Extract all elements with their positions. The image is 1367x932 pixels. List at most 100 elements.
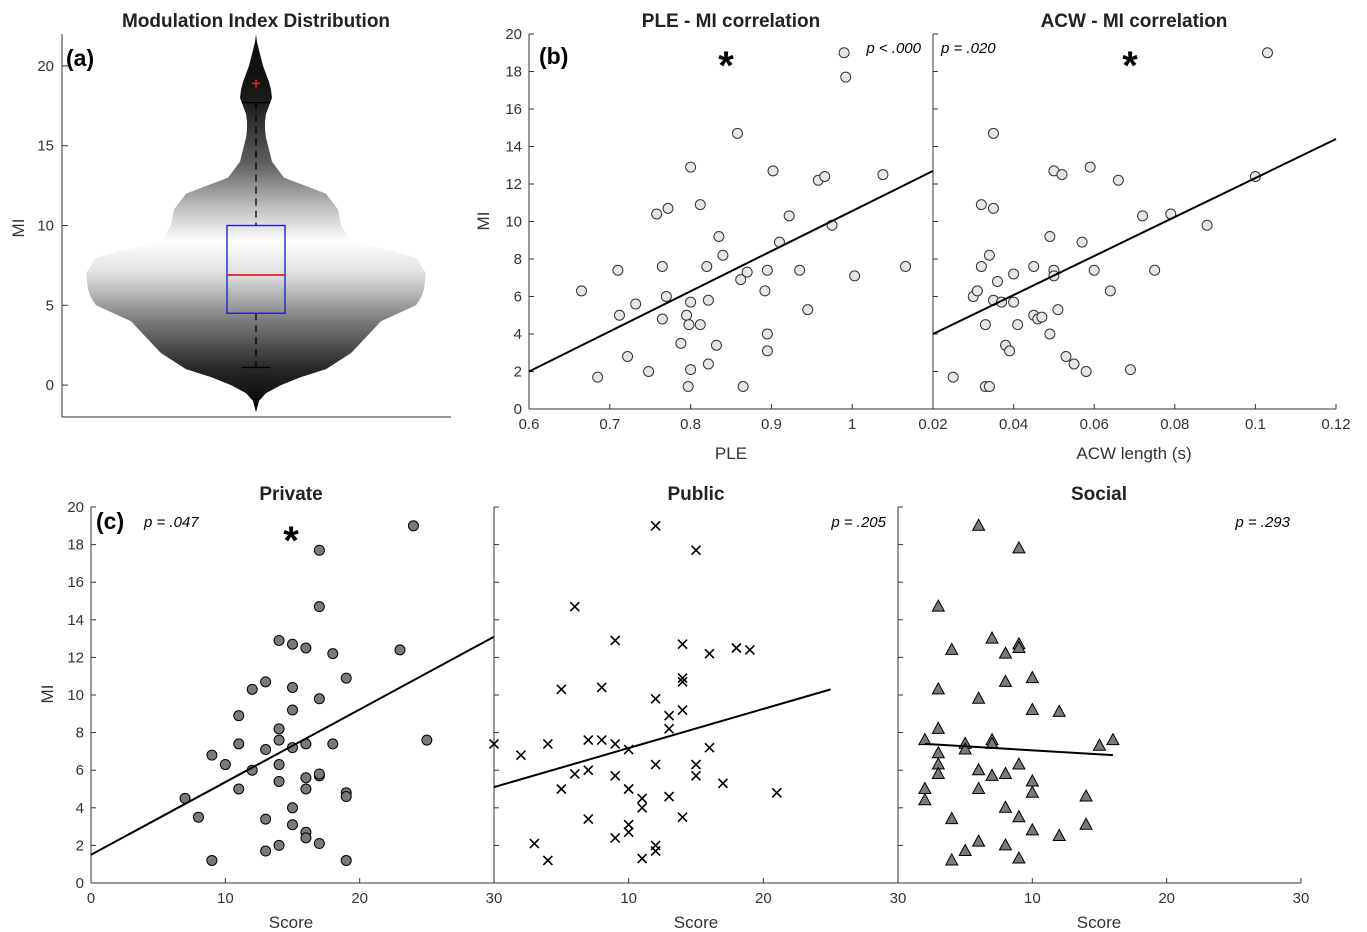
y-tick-label: 16 — [505, 101, 522, 118]
chart-title: ACW - MI correlation — [1041, 11, 1228, 32]
data-point — [664, 791, 675, 802]
data-point — [838, 47, 850, 59]
data-point — [1079, 817, 1093, 830]
data-point — [958, 843, 973, 857]
data-point — [610, 832, 621, 843]
scatter-panel-ple: PLE - MI correlation MI PLE (b) p < .000… — [474, 11, 922, 463]
data-point — [1028, 261, 1040, 272]
data-point — [273, 759, 285, 771]
data-point — [407, 520, 419, 532]
x-tick-label: 0.9 — [761, 416, 782, 433]
data-point — [637, 793, 648, 804]
p-value: p = .293 — [1234, 514, 1290, 531]
data-point — [704, 742, 715, 753]
y-tick-label: 12 — [505, 176, 522, 193]
x-tick-label: 0.8 — [680, 416, 701, 433]
data-point — [1012, 809, 1026, 823]
data-point — [1025, 773, 1040, 787]
x-tick-label: 0 — [87, 890, 95, 907]
data-point — [971, 834, 986, 847]
data-point — [643, 366, 655, 377]
data-point — [623, 827, 634, 838]
data-point — [1261, 47, 1273, 59]
data-point — [206, 749, 218, 761]
data-point — [542, 738, 553, 749]
data-point — [246, 683, 258, 695]
data-point — [735, 274, 747, 286]
data-point — [660, 291, 672, 302]
x-tick-label: 0.1 — [1245, 416, 1266, 433]
x-axis-label: Score — [269, 913, 313, 932]
data-point — [931, 599, 946, 612]
data-point — [944, 642, 959, 655]
data-point — [701, 261, 713, 272]
y-tick-label: 18 — [505, 64, 522, 81]
data-point — [987, 202, 999, 214]
chart-title: Private — [259, 484, 322, 505]
data-point — [300, 832, 312, 844]
significance-star: * — [718, 44, 734, 88]
data-point — [694, 319, 706, 331]
y-axis-label: MI — [9, 219, 28, 238]
scatter-c2: 10 20 30 — [488, 506, 906, 907]
data-point — [998, 674, 1013, 687]
y-tick-label: 5 — [46, 297, 54, 314]
data-point — [488, 738, 500, 749]
data-point — [1025, 670, 1040, 684]
data-point — [421, 734, 433, 746]
data-point — [761, 264, 773, 276]
data-point — [998, 837, 1013, 851]
data-point — [1052, 828, 1067, 841]
data-point — [583, 765, 594, 776]
data-point — [273, 723, 285, 735]
data-point — [664, 710, 675, 721]
data-point — [985, 631, 999, 644]
y-tick-label: 6 — [514, 289, 522, 306]
regression-line — [493, 688, 831, 789]
data-point — [556, 783, 567, 795]
scatter-panel-social: Social Score p = .293 — [1071, 484, 1291, 932]
data-point — [630, 298, 642, 310]
y-tick-label: 20 — [505, 26, 522, 43]
x-tick-label: 20 — [1158, 890, 1175, 907]
y-tick-label: 20 — [37, 58, 54, 75]
data-point — [704, 648, 715, 659]
data-point — [1012, 319, 1024, 331]
data-point — [741, 266, 753, 278]
data-point — [650, 520, 661, 531]
data-point — [610, 770, 621, 781]
data-point — [656, 261, 668, 272]
data-point — [1008, 296, 1020, 308]
data-point — [783, 210, 795, 222]
data-point — [998, 800, 1013, 813]
data-point — [677, 812, 688, 823]
data-point — [991, 276, 1003, 287]
data-point — [731, 127, 743, 139]
data-point — [1076, 236, 1088, 248]
chart-title: Social — [1071, 484, 1127, 505]
data-point — [610, 738, 621, 749]
data-point — [975, 199, 987, 211]
data-point — [650, 845, 661, 857]
data-point — [681, 309, 693, 321]
data-point — [592, 371, 604, 383]
x-tick-label: 0.7 — [599, 416, 620, 433]
data-point — [287, 704, 298, 716]
data-point — [683, 319, 695, 331]
data-point — [233, 710, 245, 722]
y-tick-label: 4 — [514, 326, 522, 343]
panel-label: (a) — [66, 45, 94, 71]
y-tick-label: 10 — [505, 214, 522, 231]
data-point — [677, 639, 688, 650]
data-point — [761, 328, 773, 340]
data-point — [1112, 174, 1124, 186]
data-point — [1012, 640, 1026, 653]
data-point — [690, 770, 702, 781]
data-point — [1012, 851, 1026, 864]
data-point — [569, 768, 580, 780]
data-point — [1036, 311, 1048, 323]
data-point — [327, 648, 339, 660]
x-tick-label: 1 — [848, 416, 856, 433]
data-point — [794, 264, 806, 276]
data-point — [313, 601, 325, 613]
